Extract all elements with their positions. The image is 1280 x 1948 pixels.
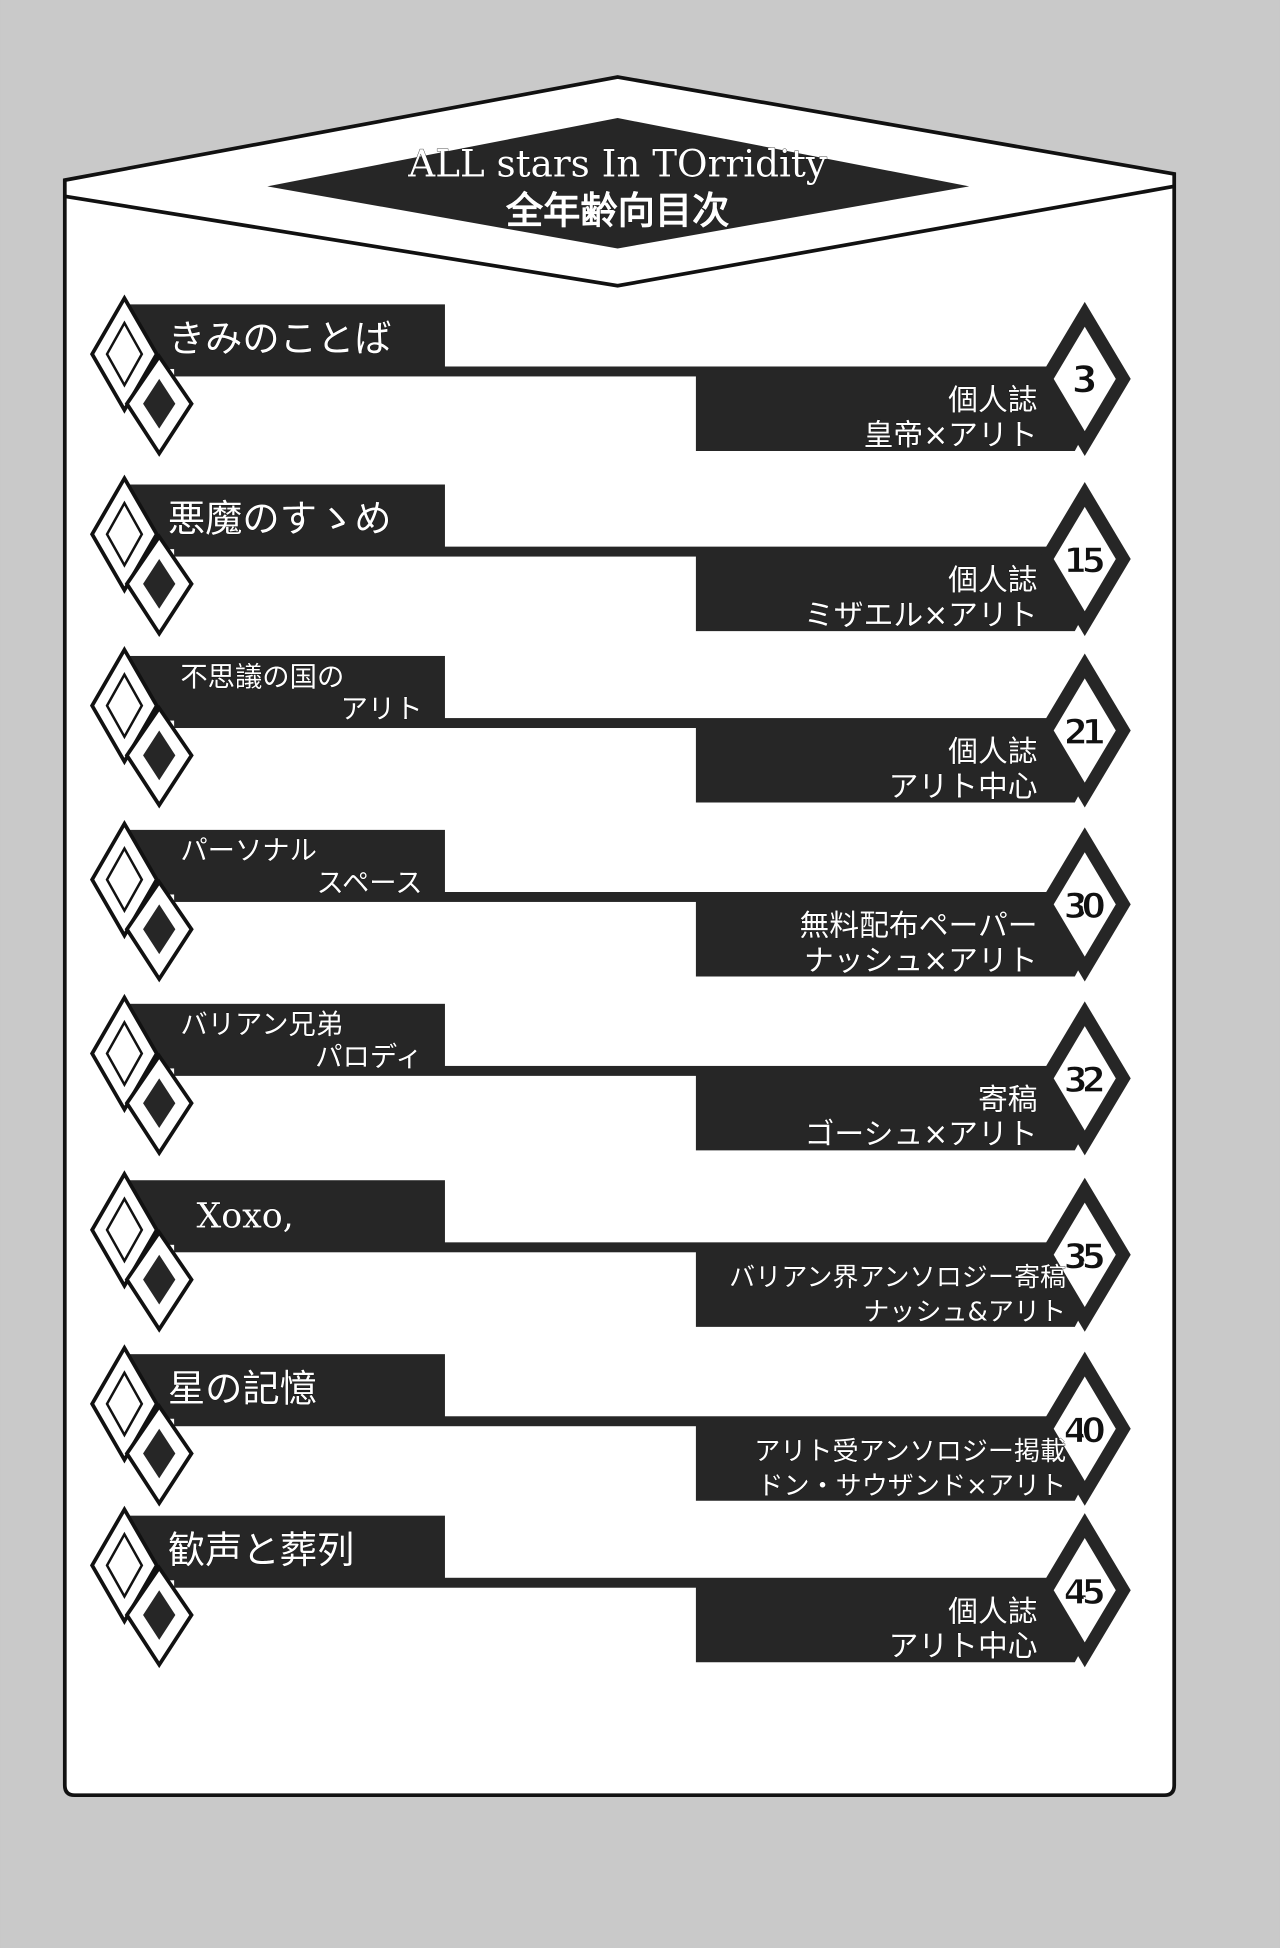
entry-title: 悪魔のすゝめ (168, 497, 392, 541)
page-diamond-inner (1053, 852, 1116, 957)
page-number: 21 (1064, 713, 1106, 753)
connector-bar (174, 1065, 1075, 1076)
info-bar (695, 1249, 1094, 1327)
inner-diamond-icon (105, 1370, 144, 1438)
page-number: 40 (1064, 1411, 1106, 1451)
page-number: 15 (1064, 542, 1106, 582)
entry-pairing: 皇帝×アリト (864, 418, 1038, 453)
toc-entries: 3きみのことば個人誌皇帝×アリト15悪魔のすゝめ個人誌ミザエル×アリト21不思議… (89, 294, 1131, 1669)
info-bar (695, 725, 1094, 803)
header-diamond-line (64, 184, 1175, 288)
inner-diamond-icon (105, 500, 144, 568)
entry-type: 個人誌 (948, 563, 1037, 598)
info-bar (695, 1423, 1094, 1501)
entry-pairing: ナッシュ×アリト (804, 943, 1038, 978)
entry-title: きみのことば (168, 317, 392, 361)
page-diamond-inner (1053, 678, 1116, 783)
inner-diamond-icon (105, 1019, 144, 1088)
page-number: 30 (1064, 887, 1106, 927)
inner-diamond-icon (105, 672, 144, 740)
inner-diamond-icon (105, 845, 144, 914)
connector-bar (174, 366, 1075, 377)
entry-title: 星の記憶 (168, 1366, 317, 1410)
entry-title-line: アリト (341, 694, 423, 725)
title-bar (124, 1515, 445, 1581)
entry-title-line: パーソナル (180, 836, 317, 867)
title-bar (124, 1003, 445, 1069)
page-diamond-inner (1053, 1202, 1116, 1307)
connector-bar (174, 892, 1075, 902)
page-diamond-inner (1053, 1538, 1116, 1643)
entry-pairing: ドン・サウザンド×アリト (757, 1472, 1066, 1502)
page-number: 3 (1072, 358, 1098, 402)
title-bar (124, 304, 445, 369)
entry-type: 個人誌 (948, 735, 1037, 770)
inner-diamond-icon (105, 1196, 144, 1264)
title-bar (124, 829, 445, 895)
title-bar (124, 655, 445, 721)
info-bar (695, 1585, 1094, 1663)
page-number: 32 (1064, 1061, 1106, 1101)
entry-title: 歓声と葬列 (168, 1528, 354, 1572)
entry-pairing: ゴーシュ×アリト (805, 1117, 1038, 1152)
title-bar (124, 484, 445, 550)
info-bar (695, 1073, 1094, 1151)
entry-type: アリト受アンソロジー掲載 (754, 1437, 1066, 1467)
inner-diamond-icon (105, 320, 144, 388)
entry-title: Xoxo, (196, 1196, 293, 1236)
title-bar (124, 1180, 445, 1245)
filled-diamond-core (143, 559, 176, 609)
page-diamond-inner (1053, 506, 1116, 612)
entry-pairing: アリト中心 (889, 1629, 1038, 1664)
header-dark-diamond (267, 118, 970, 249)
connector-bar (174, 718, 1075, 729)
header-subtitle: 全年齢向目次 (505, 189, 730, 233)
filled-diamond-core (143, 1590, 176, 1640)
entry-pairing: アリト中心 (889, 769, 1038, 804)
entry-title-line: バリアン兄弟 (180, 1010, 343, 1041)
entry-title-line: パロディ (315, 1042, 422, 1073)
connector-bar (174, 1416, 1075, 1427)
entry-pairing: ナッシュ&アリト (863, 1298, 1066, 1328)
info-bar (695, 373, 1094, 451)
filled-diamond-core (143, 378, 176, 429)
connector-bar (174, 546, 1075, 557)
page-diamond-inner (1053, 1026, 1116, 1131)
entry-title-line: スペース (317, 868, 423, 899)
filled-diamond-core (143, 904, 176, 955)
entry-type: 無料配布ペーパー (799, 908, 1037, 943)
connector-bar (174, 1242, 1075, 1253)
page-diamond-inner (1053, 326, 1116, 432)
inner-diamond-icon (105, 1531, 144, 1599)
entry-type: バリアン界アンソロジー寄稿 (729, 1263, 1066, 1293)
entry-pairing: ミザエル×アリト (804, 598, 1038, 633)
entry-type: 寄稿 (978, 1082, 1038, 1117)
title-bar (124, 1354, 445, 1419)
connector-bar (174, 1577, 1075, 1588)
header-title: ALL stars In TOrridity (407, 141, 827, 185)
page-number: 35 (1064, 1237, 1106, 1277)
entry-type: 個人誌 (948, 1594, 1037, 1629)
page-diamond-inner (1053, 1376, 1116, 1481)
info-bar (695, 899, 1094, 977)
entry-title-line: 不思議の国の (180, 662, 344, 693)
info-bar (695, 554, 1094, 632)
entry-type: 個人誌 (948, 383, 1037, 418)
page-number: 45 (1064, 1573, 1106, 1613)
